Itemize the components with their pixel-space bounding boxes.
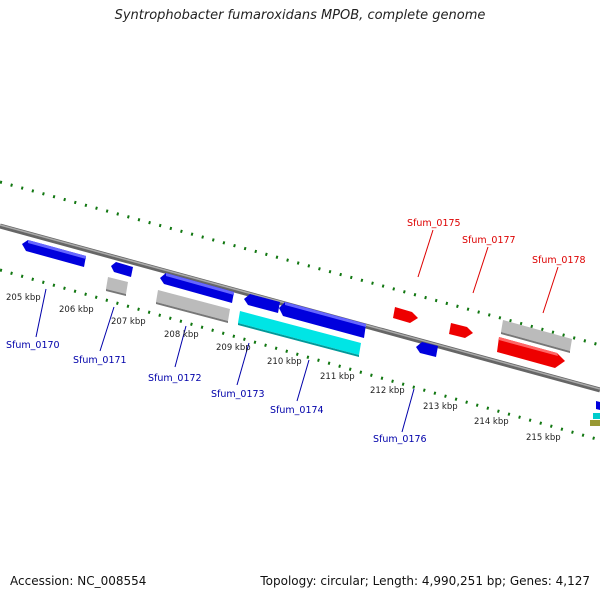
leader-sfum-0177 xyxy=(472,246,489,294)
gene-partial-right-blue xyxy=(596,401,600,410)
gene-arrow-blue-small xyxy=(244,294,280,313)
kbp-tick-label: 211 kbp xyxy=(320,372,355,382)
leader-sfum-0170 xyxy=(35,288,47,338)
gene-arrow-grey-1 xyxy=(106,277,128,294)
gene-arrow-grey-3 xyxy=(501,320,572,351)
leader-sfum-0176 xyxy=(401,388,415,433)
leader-sfum-0174 xyxy=(296,359,310,402)
gene-partial-right-cyan xyxy=(593,413,600,419)
gene-arrow-sfum-0172 xyxy=(160,273,234,303)
kbp-tick-label: 215 kbp xyxy=(526,433,561,443)
gene-label-sfum-0174: Sfum_0174 xyxy=(270,405,324,416)
gene-arrow-sfum-0176 xyxy=(416,342,438,357)
gene-label-sfum-0170: Sfum_0170 xyxy=(6,340,60,351)
gene-label-sfum-0172: Sfum_0172 xyxy=(148,373,202,384)
kbp-tick-label: 213 kbp xyxy=(423,402,458,412)
map-title: Syntrophobacter fumaroxidans MPOB, compl… xyxy=(114,8,486,23)
gene-label-sfum-0176: Sfum_0176 xyxy=(373,434,427,445)
gene-arrow-grey-2 xyxy=(156,290,230,321)
gene-label-sfum-0171: Sfum_0171 xyxy=(73,355,127,366)
leader-sfum-0178 xyxy=(542,266,559,314)
leader-sfum-0171 xyxy=(99,306,115,352)
gene-arrow-sfum-0178 xyxy=(497,337,565,368)
leader-sfum-0172 xyxy=(174,325,187,368)
kbp-tick-label: 214 kbp xyxy=(474,417,509,427)
gene-label-sfum-0175: Sfum_0175 xyxy=(407,218,461,229)
gene-label-sfum-0177: Sfum_0177 xyxy=(462,235,516,246)
gene-arrow-sfum-0170 xyxy=(22,240,86,267)
kbp-tick-label: 212 kbp xyxy=(370,386,405,396)
kbp-tick-label: 208 kbp xyxy=(164,330,199,340)
gene-partial-right-olive xyxy=(590,420,600,426)
kbp-tick-label: 206 kbp xyxy=(59,305,94,315)
gene-arrow-sfum-0174 xyxy=(279,302,366,338)
gene-arrow-sfum-0171 xyxy=(111,262,133,277)
accession-text: Accession: NC_008554 xyxy=(10,574,147,588)
kbp-tick-label: 205 kbp xyxy=(6,293,41,303)
gene-arrow-sfum-0175 xyxy=(393,307,418,323)
gene-label-sfum-0173: Sfum_0173 xyxy=(211,389,265,400)
kbp-tick-label: 207 kbp xyxy=(111,317,146,327)
leader-sfum-0175 xyxy=(417,229,434,278)
genome-summary-text: Topology: circular; Length: 4,990,251 bp… xyxy=(260,574,590,588)
gene-label-sfum-0178: Sfum_0178 xyxy=(532,255,586,266)
leader-sfum-0173 xyxy=(236,342,250,386)
kbp-tick-label: 210 kbp xyxy=(267,357,302,367)
outer-dotted-ring xyxy=(0,180,600,347)
gene-arrow-sfum-0177 xyxy=(449,323,473,338)
kbp-tick-label: 209 kbp xyxy=(216,343,251,353)
gene-arrow-sfum-0173 xyxy=(238,311,361,355)
